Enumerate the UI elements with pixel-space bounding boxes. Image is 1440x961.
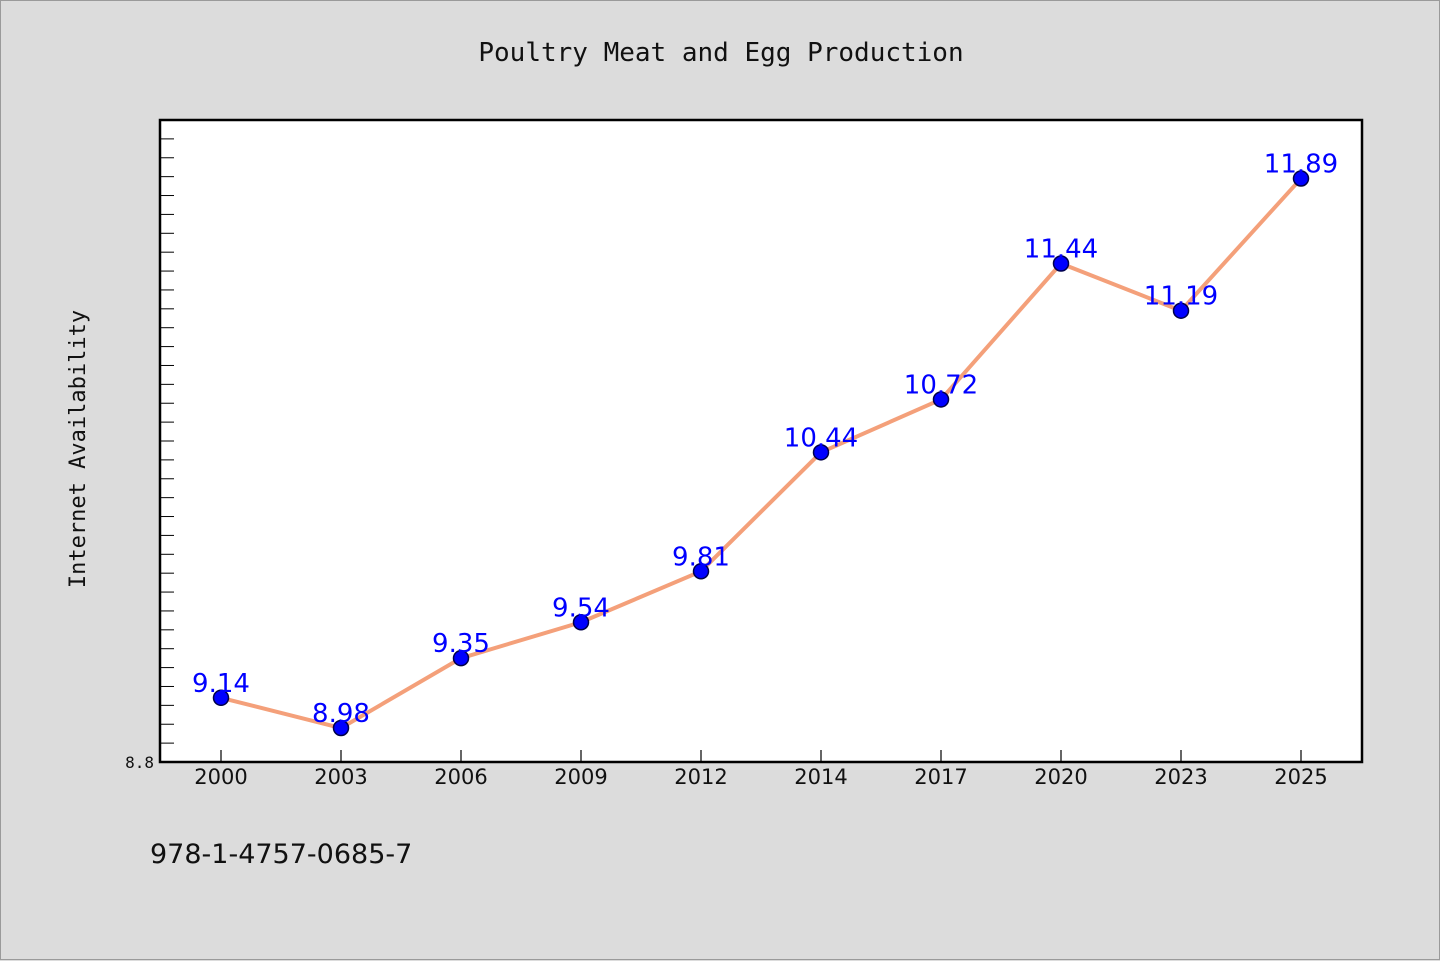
x-tick-label: 2014 (794, 765, 847, 789)
data-label: 9.81 (672, 542, 730, 572)
data-label: 9.35 (432, 629, 490, 659)
data-label: 10.72 (904, 370, 978, 400)
data-point (332, 719, 350, 737)
data-point (692, 563, 710, 580)
data-label: 9.54 (552, 593, 610, 623)
data-point (452, 649, 470, 667)
x-axis-tick-labels: 2000 2003 2006 2009 2012 2014 2017 2020 2023 2025 (194, 765, 1327, 789)
data-label: 11.44 (1024, 235, 1098, 265)
y-axis-tick-labels: 8.8 (125, 753, 154, 772)
data-point (1052, 255, 1070, 272)
series-line (219, 176, 1303, 731)
chart-title: Poultry Meat and Egg Production (478, 38, 963, 68)
footer-code: 978-1-4757-0685-7 (150, 839, 412, 870)
x-tick-label: 2025 (1274, 765, 1327, 789)
x-tick-label: 2017 (914, 765, 967, 789)
data-points (212, 170, 1310, 737)
x-axis-ticks (220, 750, 1302, 762)
data-point (1172, 302, 1190, 319)
data-label: 11.89 (1264, 150, 1338, 180)
data-label: 10.44 (784, 423, 858, 453)
data-point (212, 689, 230, 707)
data-point (1292, 170, 1310, 187)
x-tick-label: 2000 (194, 765, 247, 789)
x-tick-label: 2020 (1034, 765, 1087, 789)
data-point (812, 444, 830, 461)
data-point (572, 614, 590, 631)
data-point (932, 391, 950, 408)
y-tick-label: 8.8 (125, 753, 154, 772)
y-axis-ticks (160, 138, 174, 744)
x-tick-label: 2009 (554, 765, 607, 789)
x-tick-label: 2012 (674, 765, 727, 789)
series-lines (219, 176, 1303, 731)
plot-area (158, 118, 1364, 764)
y-axis-label: Internet Availability (66, 310, 91, 588)
x-tick-label: 2006 (434, 765, 487, 789)
x-tick-label: 2003 (314, 765, 367, 789)
x-tick-label: 2023 (1154, 765, 1207, 789)
data-labels: 9.14 8.98 9.35 9.54 9.81 10.44 10.72 11.44 11.19… (192, 150, 1338, 729)
data-label: 11.19 (1144, 282, 1218, 312)
data-label: 8.98 (312, 699, 370, 729)
data-label: 9.14 (192, 669, 250, 699)
